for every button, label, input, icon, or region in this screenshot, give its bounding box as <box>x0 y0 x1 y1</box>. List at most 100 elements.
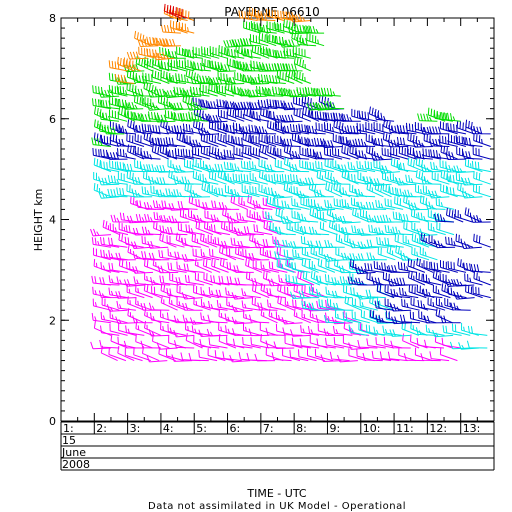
wind-barb <box>241 300 261 311</box>
wind-barb <box>252 200 273 210</box>
wind-barb <box>348 348 367 362</box>
wind-barb <box>259 144 277 160</box>
wind-barb <box>157 95 176 110</box>
date-row-label: June <box>61 446 86 459</box>
wind-barb <box>287 26 309 35</box>
wind-barb <box>296 87 317 97</box>
wind-barb <box>456 146 475 160</box>
wind-barb <box>116 187 136 198</box>
wind-barb <box>467 325 488 336</box>
wind-barb <box>375 227 396 236</box>
wind-barb <box>429 351 450 362</box>
wind-barb <box>314 348 334 362</box>
wind-barb <box>252 260 271 273</box>
wind-barb <box>156 189 178 198</box>
wind-barb <box>310 270 329 286</box>
wind-barb <box>173 329 195 338</box>
wind-barb <box>296 24 317 34</box>
wind-barb <box>381 147 401 160</box>
wind-barb <box>221 220 239 236</box>
wind-barb <box>166 288 186 299</box>
wind-barb <box>249 314 270 324</box>
wind-barb <box>231 86 251 97</box>
wind-barb <box>366 338 386 349</box>
wind-barb <box>435 197 455 210</box>
wind-barb <box>274 50 295 59</box>
wind-barb <box>384 298 403 311</box>
wind-barb <box>116 300 136 311</box>
y-tick-label: 2 <box>49 314 56 327</box>
wind-barb <box>346 139 367 148</box>
wind-barb <box>293 96 311 110</box>
wind-barb <box>381 262 401 273</box>
wind-barb <box>250 337 270 349</box>
wind-barb <box>147 240 169 249</box>
wind-barb <box>291 198 310 210</box>
wind-barb <box>415 184 434 198</box>
wind-barb <box>149 124 169 135</box>
wind-barb <box>134 146 153 160</box>
wind-barb <box>182 148 202 160</box>
wind-barb <box>383 119 401 135</box>
wind-barb <box>284 297 303 311</box>
wind-barb <box>298 136 318 147</box>
wind-barb <box>335 310 353 324</box>
wind-barb <box>137 39 159 47</box>
wind-barb <box>140 340 161 349</box>
wind-barb <box>263 220 281 236</box>
wind-barb <box>206 114 228 124</box>
wind-barb <box>348 173 367 185</box>
wind-barb <box>148 302 170 311</box>
wind-barb <box>392 226 413 236</box>
wind-barb <box>246 89 267 98</box>
wind-barb <box>138 114 160 122</box>
wind-barb <box>183 48 203 59</box>
wind-barb <box>428 190 450 199</box>
wind-barb <box>165 50 186 59</box>
wind-barb <box>325 182 343 198</box>
wind-barb <box>313 137 334 147</box>
wind-barb <box>396 188 417 198</box>
wind-barb <box>331 290 353 299</box>
wind-barb <box>456 120 475 135</box>
wind-barb <box>115 76 136 85</box>
wind-barb <box>182 123 202 135</box>
wind-barb <box>339 135 359 147</box>
wind-barb <box>403 353 425 362</box>
wind-barb <box>160 119 178 135</box>
wind-barb <box>268 261 288 273</box>
wind-barb <box>396 136 417 147</box>
wind-barb <box>199 99 220 110</box>
wind-barb <box>147 89 169 98</box>
wind-barb <box>231 38 253 47</box>
wind-barb <box>285 258 303 273</box>
wind-barb <box>238 10 258 21</box>
wind-barb <box>390 146 409 160</box>
wind-barb <box>100 237 120 248</box>
wind-barb <box>100 262 120 273</box>
wind-barb <box>166 312 186 324</box>
wind-barb <box>199 83 218 97</box>
wind-barb <box>248 252 270 261</box>
wind-barb <box>209 248 228 261</box>
wind-barb <box>160 38 181 47</box>
wind-barb <box>319 221 338 236</box>
wind-barb <box>402 333 420 349</box>
wind-barb <box>470 263 491 273</box>
wind-barb <box>171 112 192 122</box>
wind-barb <box>308 198 327 210</box>
wind-barb <box>225 48 245 59</box>
wind-barb <box>446 186 466 198</box>
wind-barb <box>387 139 409 148</box>
wind-barb <box>266 134 285 147</box>
wind-barb <box>445 236 465 248</box>
wind-barb <box>306 161 326 173</box>
wind-barb <box>323 314 345 324</box>
wind-barb <box>161 200 181 210</box>
wind-barb <box>465 119 483 135</box>
wind-barb <box>332 325 353 336</box>
wind-barb <box>192 46 212 59</box>
barb-series <box>90 194 461 363</box>
wind-barb <box>231 188 252 198</box>
wind-barb <box>351 297 370 311</box>
